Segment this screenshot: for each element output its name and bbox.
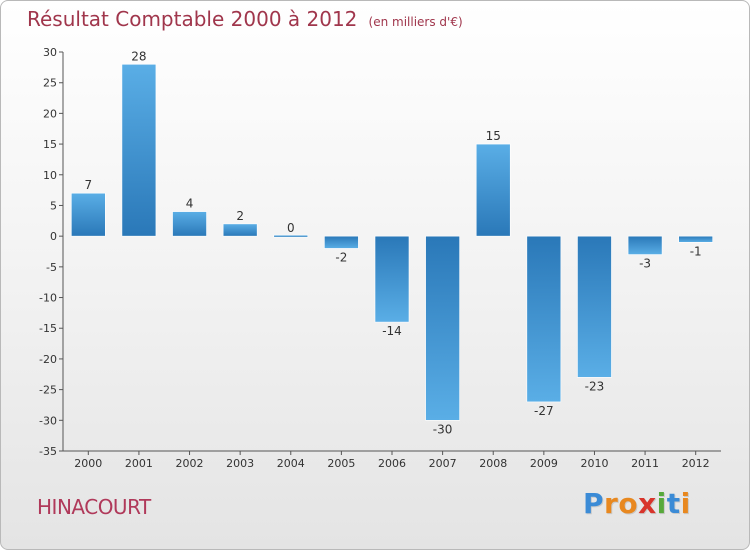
x-tick-label: 2004 bbox=[277, 457, 305, 470]
x-tick-label: 2006 bbox=[378, 457, 406, 470]
y-tick-label: -10 bbox=[39, 292, 57, 305]
value-label: -30 bbox=[433, 422, 453, 436]
logo-letter: P bbox=[583, 487, 605, 520]
chart-title: Résultat Comptable 2000 à 2012 (en milli… bbox=[27, 7, 463, 31]
y-tick-label: 0 bbox=[50, 230, 57, 243]
y-tick-label: -5 bbox=[46, 261, 57, 274]
y-tick-label: 20 bbox=[43, 107, 57, 120]
bar-2008 bbox=[475, 143, 511, 237]
y-tick-label: 5 bbox=[50, 199, 57, 212]
logo-letter: x bbox=[638, 487, 657, 520]
value-label: -23 bbox=[585, 379, 605, 393]
bar-2011 bbox=[627, 235, 663, 255]
y-tick-label: 25 bbox=[43, 77, 57, 90]
x-tick-label: 2012 bbox=[682, 457, 710, 470]
bar-2006 bbox=[374, 235, 410, 323]
logo-letter: t bbox=[666, 487, 681, 520]
y-tick-label: 15 bbox=[43, 138, 57, 151]
logo-letter: i bbox=[680, 487, 691, 520]
y-tick-label: -35 bbox=[39, 445, 57, 458]
value-label: 4 bbox=[186, 197, 194, 211]
value-label: 28 bbox=[131, 49, 146, 63]
proxiti-logo: Proxiti bbox=[583, 487, 691, 520]
bar-2003 bbox=[222, 223, 258, 237]
bar-2004 bbox=[273, 234, 309, 238]
value-label: 15 bbox=[486, 129, 501, 143]
x-tick-label: 2008 bbox=[479, 457, 507, 470]
x-tick-label: 2002 bbox=[176, 457, 204, 470]
value-label: -27 bbox=[534, 404, 554, 418]
chart-title-unit: (en milliers d'€) bbox=[368, 15, 463, 29]
y-tick-label: -30 bbox=[39, 414, 57, 427]
value-label: -2 bbox=[335, 250, 347, 264]
bar-2002 bbox=[172, 211, 207, 237]
bar-2005 bbox=[324, 235, 359, 249]
bar-2000 bbox=[71, 192, 106, 237]
chart-title-main: Résultat Comptable 2000 à 2012 bbox=[27, 7, 358, 31]
value-label: -14 bbox=[382, 324, 402, 338]
x-tick-label: 2001 bbox=[125, 457, 153, 470]
y-tick-label: 10 bbox=[43, 169, 57, 182]
x-tick-label: 2005 bbox=[327, 457, 355, 470]
x-tick-label: 2007 bbox=[429, 457, 457, 470]
town-name: HINACOURT bbox=[37, 495, 151, 519]
logo-letter: r bbox=[604, 487, 619, 520]
y-tick-label: -20 bbox=[39, 353, 57, 366]
x-tick-label: 2010 bbox=[580, 457, 608, 470]
value-label: -3 bbox=[639, 257, 651, 271]
bar-2009 bbox=[526, 235, 562, 403]
bar-2001 bbox=[121, 63, 157, 237]
bar-2012 bbox=[678, 235, 713, 243]
x-tick-label: 2009 bbox=[530, 457, 558, 470]
logo-letter: i bbox=[656, 487, 667, 520]
value-label: 7 bbox=[84, 178, 92, 192]
x-tick-label: 2003 bbox=[226, 457, 254, 470]
bar-2007 bbox=[425, 235, 460, 421]
x-tick-label: 2000 bbox=[74, 457, 102, 470]
bar-2010 bbox=[577, 235, 612, 378]
value-label: 2 bbox=[236, 209, 244, 223]
value-label: -1 bbox=[690, 244, 702, 258]
value-label: 0 bbox=[287, 221, 295, 235]
y-tick-label: 30 bbox=[43, 46, 57, 59]
x-tick-label: 2011 bbox=[631, 457, 659, 470]
y-tick-label: -25 bbox=[39, 384, 57, 397]
logo-letter: o bbox=[618, 487, 639, 520]
y-tick-label: -15 bbox=[39, 322, 57, 335]
